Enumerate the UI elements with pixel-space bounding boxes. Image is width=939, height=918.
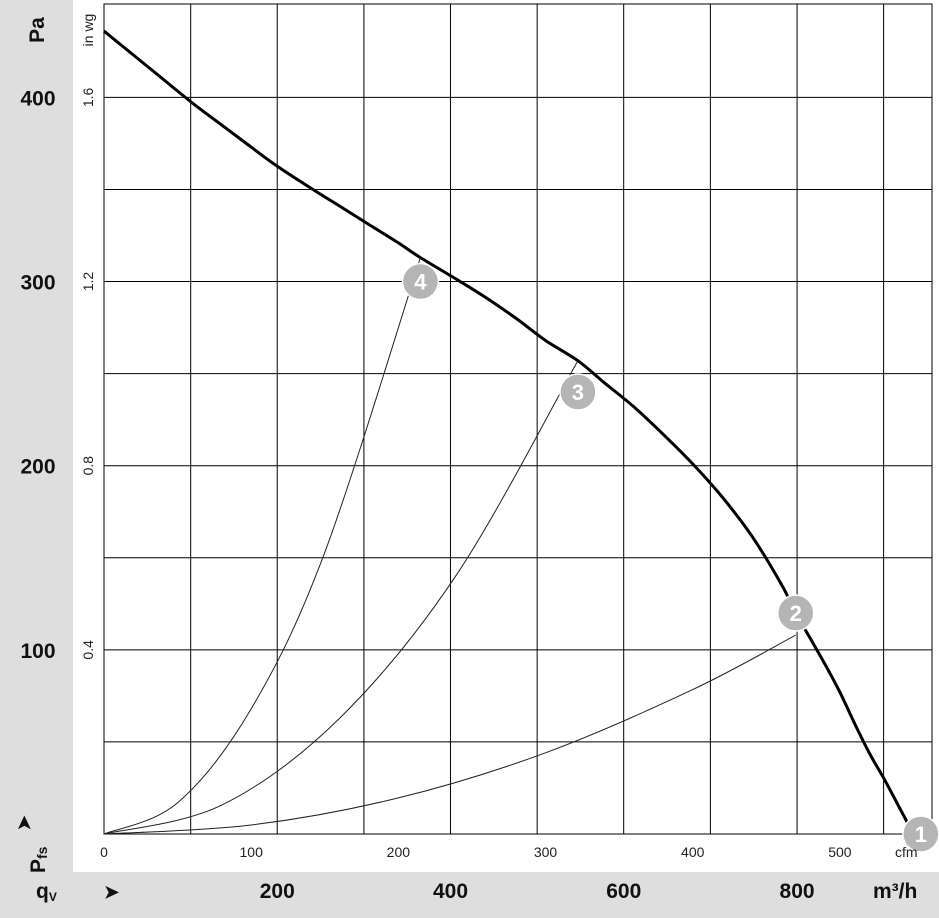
x-unit-m3h: m³/h: [873, 880, 917, 903]
x-tick-cfm: 0: [100, 844, 108, 860]
x-tick-m3h: 400: [433, 880, 468, 903]
left-axis-band: [0, 0, 73, 872]
y-tick-pa: 300: [20, 272, 55, 295]
system-curve-line: [103, 257, 421, 835]
operating-points: 1 2 3 4: [401, 262, 939, 853]
plot-area: [104, 4, 932, 834]
y-tick-inwg: 0.8: [80, 456, 96, 476]
y-tick-pa: 400: [20, 87, 55, 110]
x-axis-label-main: q: [36, 880, 49, 903]
y-arrow: ➤: [14, 815, 34, 831]
x-tick-cfm: 500: [828, 844, 852, 860]
operating-point-marker: [559, 373, 597, 411]
operating-point-label: 4: [414, 270, 427, 295]
system-curve-line: [103, 360, 579, 835]
operating-point-4: 4: [401, 262, 440, 301]
bottom-axis-band: [0, 872, 939, 918]
operating-point-2: 2: [776, 594, 815, 632]
x-tick-cfm: 100: [240, 844, 264, 860]
x-tick-m3h: 800: [780, 880, 815, 903]
x-arrow: ➤: [104, 882, 120, 902]
system-curves: [103, 257, 796, 835]
y-tick-pa: 100: [20, 640, 55, 663]
x-axis-label: qV: [36, 880, 57, 904]
y-tick-inwg: 1.2: [80, 272, 96, 292]
y-tick-inwg: 0.4: [80, 640, 96, 660]
system-curve-line: [103, 634, 796, 835]
x-tick-m3h: 200: [260, 880, 295, 903]
fan-curve-line: [103, 29, 915, 835]
y-axis-label: Pfs: [27, 846, 50, 873]
x-axis-label-sub: V: [49, 890, 57, 904]
y-unit-pa: Pa: [26, 17, 49, 43]
x-tick-cfm: 400: [681, 844, 705, 860]
y-tick-inwg: 1.6: [80, 87, 96, 107]
x-unit-cfm: cfm: [895, 844, 918, 860]
operating-point-label: 2: [790, 601, 802, 626]
operating-point-label: 1: [915, 822, 927, 847]
operating-point-marker: [401, 262, 440, 301]
x-tick-cfm: 200: [387, 844, 411, 860]
operating-point-marker: [776, 594, 815, 632]
x-tick-cfm: 300: [534, 844, 558, 860]
fan-curve-group: [103, 29, 915, 835]
y-axis-label-sub: fs: [34, 846, 50, 859]
grid: [104, 4, 932, 834]
y-unit-inwg: in wg: [80, 14, 96, 47]
tick-labels: 100 200 300 400 0.4 0.8 1.2 1.6 0 100 200 300 400 500…: [20, 87, 851, 903]
operating-point-label: 3: [572, 380, 584, 405]
plot-frame: [103, 3, 933, 835]
operating-point-3: 3: [559, 373, 597, 411]
x-tick-m3h: 600: [606, 880, 641, 903]
y-tick-pa: 200: [20, 456, 55, 479]
y-axis-label-main: P: [27, 859, 50, 873]
